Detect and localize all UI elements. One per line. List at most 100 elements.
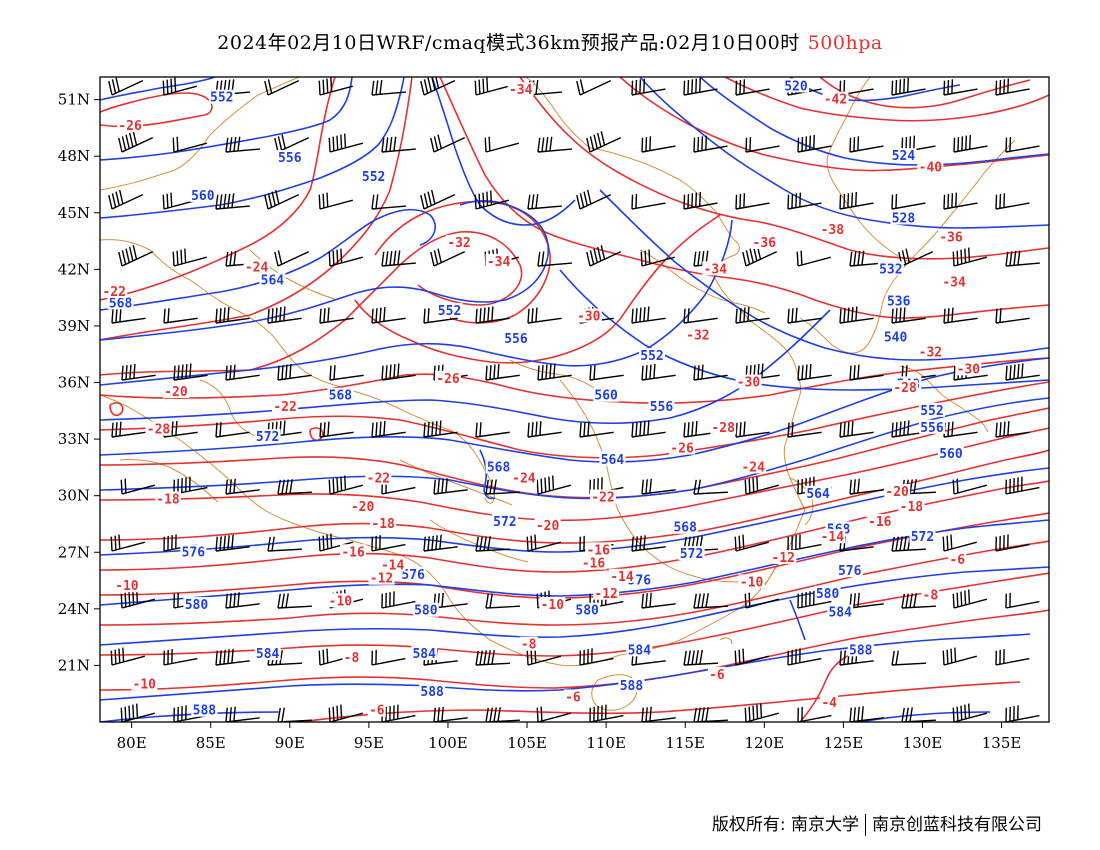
wind-barb (527, 420, 562, 438)
wind-barb (995, 534, 1030, 552)
temperature-contour-label-bg (819, 529, 846, 544)
height-contour-label-bg (180, 544, 207, 559)
wind-barb (744, 476, 780, 495)
wind-barb (744, 703, 780, 722)
height-contour-label: 552 (362, 170, 385, 185)
wind-barb (787, 534, 822, 552)
wind-barb (631, 535, 666, 552)
latitude-axis: 51N 48N 45N 42N 39N 36N 33N 30N 27N 24N 21N (58, 91, 100, 674)
company-text: 南京创蓝科技有限公司 (872, 815, 1042, 835)
wind-barb (797, 590, 832, 609)
wind-barb (953, 134, 988, 153)
wind-barb (641, 136, 676, 153)
wind-barb (225, 592, 260, 609)
wind-barb (735, 421, 770, 438)
lat-tick-label: 51N (58, 91, 90, 109)
wind-barb (631, 193, 666, 210)
height-contour-label-bg (626, 642, 653, 657)
wind-barb (1005, 136, 1040, 153)
wind-barb (120, 703, 156, 722)
chart-title: 2024年02月10日WRF/cmaq模式36km预报产品:02月10日00时 5… (0, 28, 1100, 55)
temperature-contour-label: -4 (821, 696, 837, 711)
wind-barb (328, 248, 364, 267)
wind-barb (641, 478, 676, 495)
height-contour-label: 536 (887, 294, 911, 309)
footer-separator (865, 814, 866, 836)
height-contour-label: 552 (920, 404, 943, 419)
height-contour-label: 588 (420, 685, 444, 700)
temperature-label-layer: -26 -34 -42 -40 -38 -36 -36 -32 -34 -24 -34 -34 -22 -… (101, 82, 982, 719)
height-contour-label-bg (599, 451, 626, 466)
temperature-contour-label-bg (370, 515, 397, 530)
temperature-contour-label: -6 (709, 668, 725, 683)
height-contour-label-bg (805, 485, 832, 500)
temperature-contour-label: -22 (102, 285, 125, 300)
wind-barb (215, 648, 250, 666)
height-contour-label: 564 (601, 453, 625, 468)
wind-barb (839, 420, 874, 438)
wind-barb (891, 306, 926, 324)
height-contour-label: 584 (256, 647, 280, 662)
wind-barb (475, 536, 510, 552)
wind-barb (319, 421, 354, 438)
lon-tick-label: 120E (745, 734, 785, 752)
wind-barb (683, 649, 718, 666)
temperature-contour-label: -14 (610, 570, 634, 585)
height-contour-label-bg (918, 419, 945, 434)
temperature-contour-label: -34 (509, 83, 533, 98)
wind-barb (536, 475, 572, 495)
temperature-contour-label-bg (884, 483, 911, 498)
longitude-axis: 80E 85E 90E 95E 100E 105E 110E 115E 120E 125E 130E… (117, 722, 1021, 752)
height-contour-label-bg (847, 642, 874, 657)
wind-barb (537, 251, 572, 267)
wind-barb (849, 250, 884, 267)
temperature-contour-label: -8 (344, 651, 360, 666)
temperature-contour-label-bg (510, 470, 537, 485)
height-contour-label-bg (485, 459, 512, 474)
temperature-contour-label: -10 (740, 575, 764, 590)
wind-barb (744, 592, 780, 609)
wind-barb (641, 592, 676, 609)
temperature-contour-label-bg (367, 702, 386, 717)
temperature-contour-label-bg (162, 383, 189, 398)
height-contour-label-bg (191, 702, 218, 717)
height-contour-label-bg (276, 150, 303, 165)
temperature-contour-label: -14 (821, 530, 845, 545)
temperature-contours (100, 77, 1049, 722)
height-contour-label: 580 (414, 604, 438, 619)
wind-barb (952, 589, 988, 609)
temperature-contour-label: -6 (565, 690, 581, 705)
temperature-contour-label-bg (707, 666, 726, 681)
wind-barb (1005, 592, 1040, 609)
wind-barb (735, 79, 770, 96)
wind-barb (641, 706, 676, 722)
lat-tick-label: 27N (58, 543, 90, 561)
wind-barb (173, 363, 208, 381)
temperature-contour-label: -10 (133, 677, 157, 692)
wind-barb (735, 193, 770, 210)
wind-barb (485, 479, 520, 495)
height-contour-label-bg (918, 402, 945, 417)
temperature-contour-label: -42 (824, 93, 847, 108)
wind-barb (586, 245, 622, 267)
temperature-contour-label-bg (507, 82, 534, 97)
wind-barb (108, 189, 144, 210)
copyright-text: 版权所有: 南京大学 (711, 815, 859, 835)
height-contour-label: 572 (911, 530, 934, 545)
temperature-contour-label-bg (948, 551, 967, 566)
temperature-contour-label-bg (519, 636, 538, 651)
wind-barb (537, 363, 572, 381)
wind-barb (381, 136, 416, 153)
wind-barb (267, 536, 302, 552)
temperature-contour-label-bg (684, 327, 711, 342)
height-contour-label-bg (436, 302, 463, 317)
height-contour-label-bg (937, 446, 964, 461)
temperature-contour-label-bg (342, 649, 361, 664)
temperature-contour-label-bg (898, 499, 925, 513)
wind-barb (215, 422, 250, 438)
temperature-contour-label: -28 (711, 421, 735, 436)
temperature-contour-label-bg (485, 253, 512, 268)
lat-tick-label: 39N (58, 317, 90, 335)
temperature-contour-label-bg (113, 578, 140, 593)
